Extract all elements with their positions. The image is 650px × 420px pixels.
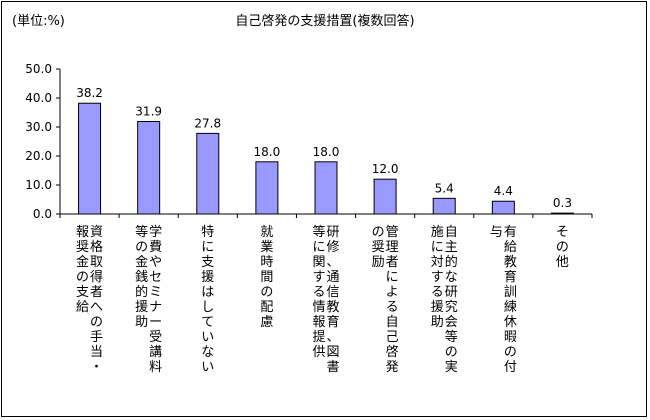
y-tick-label: 20.0 [25,149,52,163]
y-tick-label: 50.0 [25,62,52,76]
data-label: 5.4 [435,181,454,195]
bar [491,200,515,215]
category-label: 学費やセミナー受講料等の金銭的援助 [135,224,162,375]
bar [137,120,161,215]
bar [550,212,574,215]
unit-label: (単位:%) [12,14,65,29]
data-label: 18.0 [254,145,281,159]
y-tick-label: 40.0 [25,91,52,105]
bar [314,161,338,215]
data-label: 31.9 [135,104,162,118]
data-label: 12.0 [372,162,399,176]
category-label: 自主的な研究会等の実施に対する援助 [431,225,458,375]
bar [373,178,397,215]
category-label: 有給教育訓練休暇の付与 [490,225,517,375]
y-tick-label: 0.0 [33,207,52,221]
data-label: 18.0 [313,145,340,159]
y-tick-label: 30.0 [25,120,52,134]
category-label: 特に支援はしていない [201,225,214,375]
category-label: 管理者による自己啓発の奨励 [372,225,399,375]
category-label: その他 [556,225,569,270]
bar [78,102,102,215]
data-label: 27.8 [194,116,221,130]
bar [255,161,279,215]
category-label: 資格取得者への手当・報奨金の支給 [76,225,103,375]
bar [196,132,220,215]
y-tick-label: 10.0 [25,178,52,192]
bar [432,197,456,215]
data-label: 0.3 [553,196,572,210]
category-label: 研修、通信教育、図書等に関する情報提供 [312,224,339,375]
data-label: 4.4 [494,184,513,198]
data-label: 38.2 [76,86,103,100]
category-label: 就業時間の配慮 [260,225,273,330]
chart-title: 自己啓発の支援措置(複数回答) [235,14,415,29]
